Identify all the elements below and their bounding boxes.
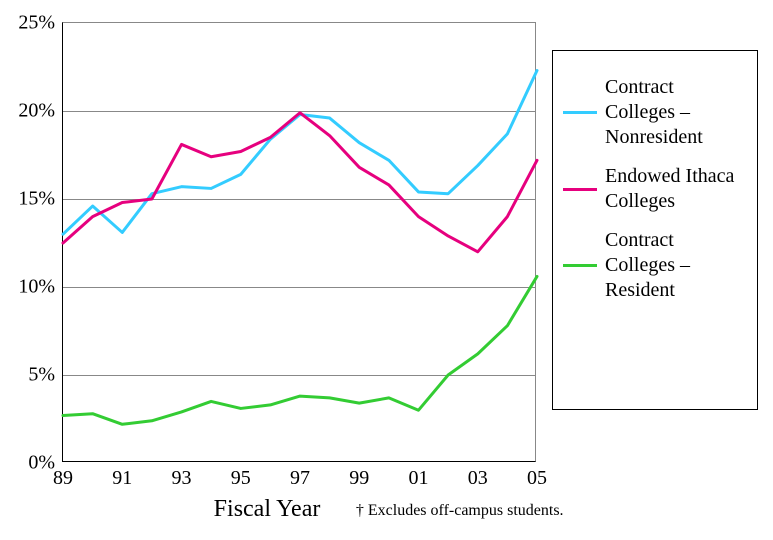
x-tick-label: 93: [172, 461, 192, 490]
legend-entry: ContractColleges –Resident: [563, 228, 747, 303]
series-line: [63, 71, 537, 235]
gridline: [63, 199, 535, 200]
y-tick-label: 5%: [28, 364, 63, 387]
x-tick-label: 03: [468, 461, 488, 490]
gridline: [63, 375, 535, 376]
chart-footnote: † Excludes off-campus students.: [356, 502, 564, 520]
gridline: [63, 287, 535, 288]
gridline: [63, 111, 535, 112]
legend-swatch: [563, 264, 597, 267]
x-tick-label: 97: [290, 461, 310, 490]
x-tick-label: 05: [527, 461, 547, 490]
series-layer: [63, 23, 537, 463]
chart-container: 0%5%10%15%20%25%899193959799010305 Contr…: [0, 0, 773, 540]
legend-swatch: [563, 188, 597, 191]
x-tick-label: 01: [409, 461, 429, 490]
y-tick-label: 10%: [18, 276, 63, 299]
plot-area: 0%5%10%15%20%25%899193959799010305: [62, 22, 536, 462]
series-line: [63, 276, 537, 424]
y-tick-label: 25%: [18, 12, 63, 35]
series-line: [63, 113, 537, 252]
x-tick-label: 89: [53, 461, 73, 490]
legend-entry: Endowed IthacaColleges: [563, 164, 747, 214]
y-tick-label: 20%: [18, 100, 63, 123]
legend-label: Endowed IthacaColleges: [605, 164, 747, 214]
x-tick-label: 99: [349, 461, 369, 490]
legend-label: ContractColleges –Nonresident: [605, 75, 747, 150]
legend-entry: ContractColleges –Nonresident: [563, 75, 747, 150]
legend-swatch: [563, 111, 597, 114]
legend-label: ContractColleges –Resident: [605, 228, 747, 303]
legend-box: ContractColleges –Nonresident Endowed Ith…: [552, 50, 758, 410]
x-tick-label: 95: [231, 461, 251, 490]
y-tick-label: 15%: [18, 188, 63, 211]
x-tick-label: 91: [112, 461, 132, 490]
x-axis-title: Fiscal Year: [214, 496, 321, 523]
